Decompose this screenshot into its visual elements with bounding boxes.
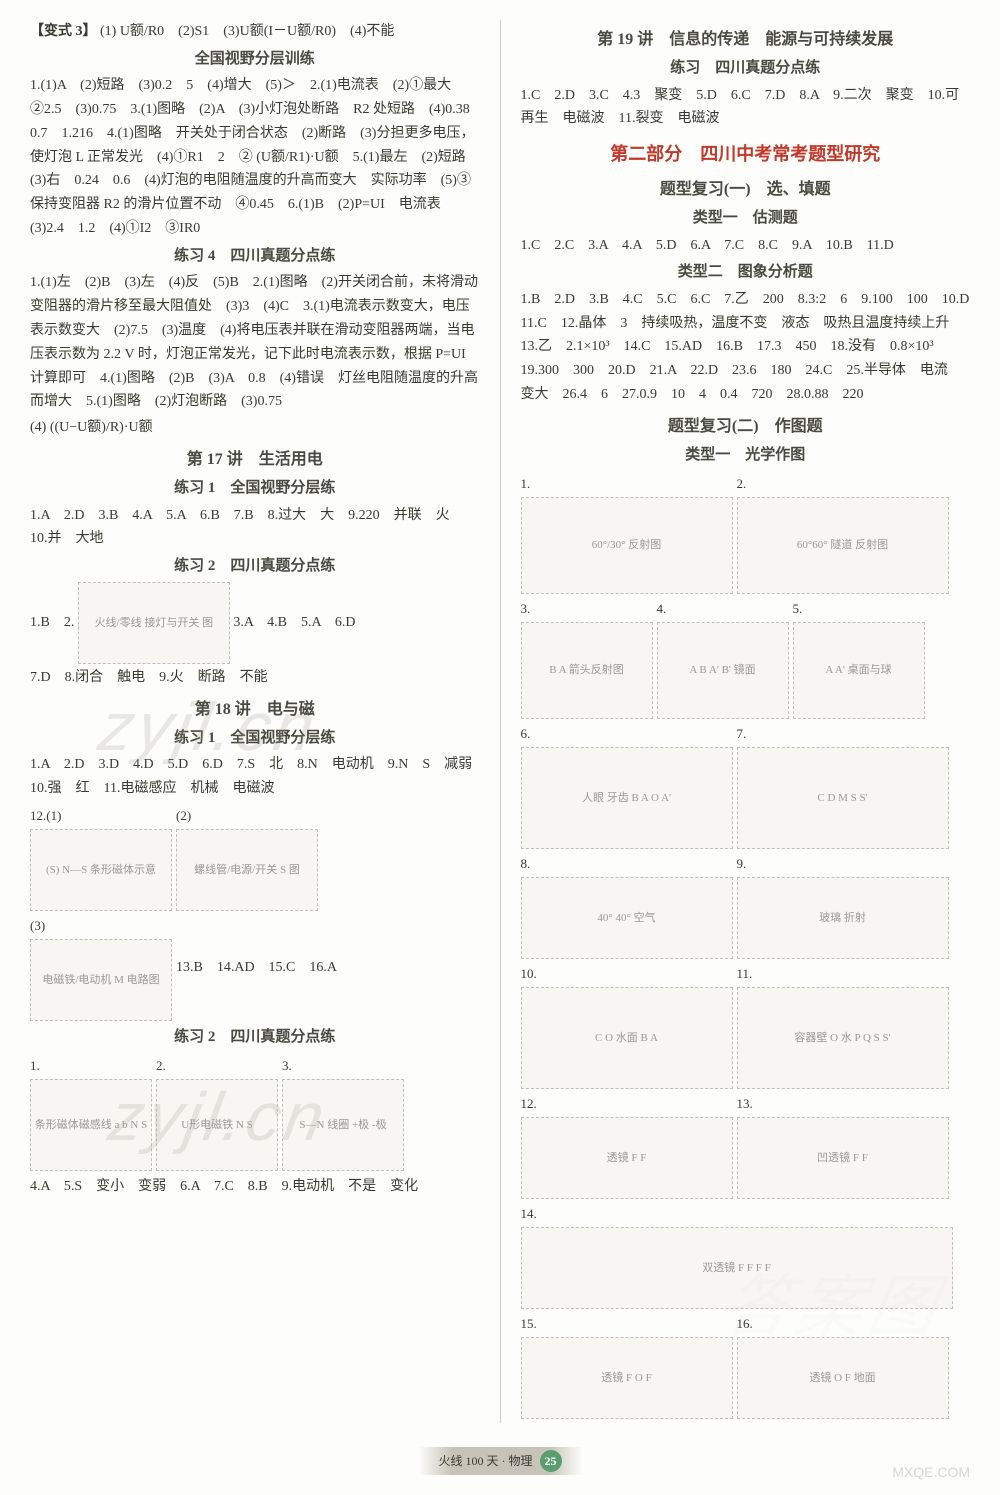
fig-label: 7. [737,723,747,745]
d18-12-1-label: 12.(1) [30,805,61,827]
left-column: 【变式 3】 (1) U额/R0 (2)S1 (3)U额(I－U额/R0) (4… [30,20,480,1423]
optics-fig-2-icon: 60°60° 隧道 反射图 [737,497,949,594]
d18-lx1-body: 1.A 2.D 3.D 4.D 5.D 6.D 7.S 北 8.N 电动机 9.… [30,753,480,801]
optics-fig-3-icon: B A 箭头反射图 [521,622,653,719]
optics-fig-1-icon: 60°/30° 反射图 [521,497,733,594]
lx4-tail: (4) ((U−U额)/R)·U额 [30,416,480,440]
fig-label: 9. [737,853,747,875]
bianshi3-label: 【变式 3】 [30,24,97,39]
heading-d19-lx: 练习 四川真题分点练 [521,56,971,82]
fig-label: 1. [521,473,531,495]
fig-label: 13. [737,1093,753,1115]
optics-fig-8-icon: 40° 40° 空气 [521,877,733,959]
fig-label: 8. [521,853,531,875]
qg1-body: 1.(1)A (2)短路 (3)0.2 5 (4)增大 (5)＞ 2.(1)电流… [30,74,480,241]
heading-lx4: 练习 4 四川真题分点练 [30,244,480,270]
heading-d18: 第 18 讲 电与磁 [30,696,480,723]
heading-qg1: 全国视野分层训练 [30,47,480,73]
optics-fig-4-icon: A B A' B' 镜面 [657,622,789,719]
optics-fig-9-icon: 玻璃 折射 [737,877,949,959]
optics-fig-16-icon: 透镜 O F 地面 [737,1337,949,1419]
d18-12-3-label: (3) [30,915,45,937]
heading-guangxue: 类型一 光学作图 [521,443,971,469]
fig-label: 11. [737,963,753,985]
circuit-diagram-icon: 火线/零线 接灯与开关 图 [78,582,230,664]
fig-label: 14. [521,1203,537,1225]
page-number: 25 [540,1450,562,1472]
optics-fig-5-icon: A A' 桌面与球 [793,622,925,719]
fig-label: 2. [737,473,747,495]
solenoid-diagram-icon: 螺线管/电源/开关 S 图 [176,829,318,911]
heading-tuxiang: 类型二 图象分析题 [521,260,971,286]
d18-lx2-b: 4.A 5.S 变小 变弱 6.A 7.C 8.B 9.电动机 不是 变化 [30,1175,480,1199]
magnet-diagram-icon: (S) N—S 条形磁体示意 [30,829,172,911]
fig-label: 16. [737,1313,753,1335]
fig-label: 15. [521,1313,537,1335]
d19-body: 1.C 2.D 3.C 4.3 聚变 5.D 6.C 7.D 8.A 9.二次 … [521,84,971,132]
d17-lx2-c: 7.D 8.闭合 触电 9.火 断路 不能 [30,666,480,690]
coil-poles-icon: S—N 线圈 +极 -极 [282,1079,404,1171]
d18-lx2-2-label: 2. [156,1055,166,1077]
optics-fig-6-icon: 人眼 牙齿 B A O A' [521,747,733,849]
optics-fig-10-icon: C O 水面 B A [521,987,733,1089]
optics-fig-7-icon: C D M S S' [737,747,949,849]
heading-part2: 第二部分 四川中考常考题型研究 [521,139,971,170]
u-magnet-icon: U形电磁铁 N S [156,1079,278,1171]
d18-lx2-1-label: 1. [30,1055,40,1077]
optics-fig-11-icon: 容器壁 O 水 P Q S S' [737,987,949,1089]
lx4-body: 1.(1)左 (2)B (3)左 (4)反 (5)B 2.(1)图略 (2)开关… [30,271,480,414]
fig-label: 6. [521,723,531,745]
right-column: 第 19 讲 信息的传递 能源与可持续发展 练习 四川真题分点练 1.C 2.D… [521,20,971,1423]
d18-12-2-label: (2) [176,805,191,827]
brand-bottom: MXQE.COM [892,1461,970,1485]
optics-fig-14-icon: 双透镜 F F F F [521,1227,953,1309]
guce-body: 1.C 2.C 3.A 4.A 5.D 6.A 7.C 8.C 9.A 10.B… [521,234,971,258]
bianshi3-answers: (1) U额/R0 (2)S1 (3)U额(I－U额/R0) (4)不能 [100,24,394,39]
field-lines-icon: 条形磁体磁感线 a b N S [30,1079,152,1171]
heading-d18-lx2: 练习 2 四川真题分点练 [30,1025,480,1051]
footer-text: 火线 100 天 · 物理 [439,1454,533,1468]
d17-lx2-b: 3.A 4.B 5.A 6.D [233,615,355,630]
fig-label: 3. [521,598,531,620]
motor-circuit-icon: 电磁铁/电动机 M 电路图 [30,939,172,1021]
d18-lx2-3-label: 3. [282,1055,292,1077]
optics-fig-12-icon: 透镜 F F [521,1117,733,1199]
d17-lx1-body: 1.A 2.D 3.B 4.A 5.A 6.B 7.B 8.过大 大 9.220… [30,504,480,552]
heading-guce: 类型一 估测题 [521,206,971,232]
heading-d17: 第 17 讲 生活用电 [30,446,480,473]
optics-fig-13-icon: 凹透镜 F F [737,1117,949,1199]
fig-label: 4. [657,598,667,620]
fig-label: 5. [793,598,803,620]
optics-fig-15-icon: 透镜 F O F [521,1337,733,1419]
d18-12-tail: 13.B 14.AD 15.C 16.A [176,956,337,980]
page-footer: 火线 100 天 · 物理 25 [30,1447,970,1475]
d17-lx2-a: 1.B 2. [30,615,74,630]
heading-d17-lx1: 练习 1 全国视野分层练 [30,476,480,502]
fig-label: 10. [521,963,537,985]
fig-label: 12. [521,1093,537,1115]
heading-d19: 第 19 讲 信息的传递 能源与可持续发展 [521,26,971,53]
heading-txfx1: 题型复习(一) 选、填题 [521,176,971,203]
heading-d17-lx2: 练习 2 四川真题分点练 [30,554,480,580]
tuxiang-body: 1.B 2.D 3.B 4.C 5.C 6.C 7.乙 200 8.3:2 6 … [521,288,971,407]
heading-d18-lx1: 练习 1 全国视野分层练 [30,726,480,752]
column-divider [500,20,501,1423]
heading-txfx2: 题型复习(二) 作图题 [521,413,971,440]
